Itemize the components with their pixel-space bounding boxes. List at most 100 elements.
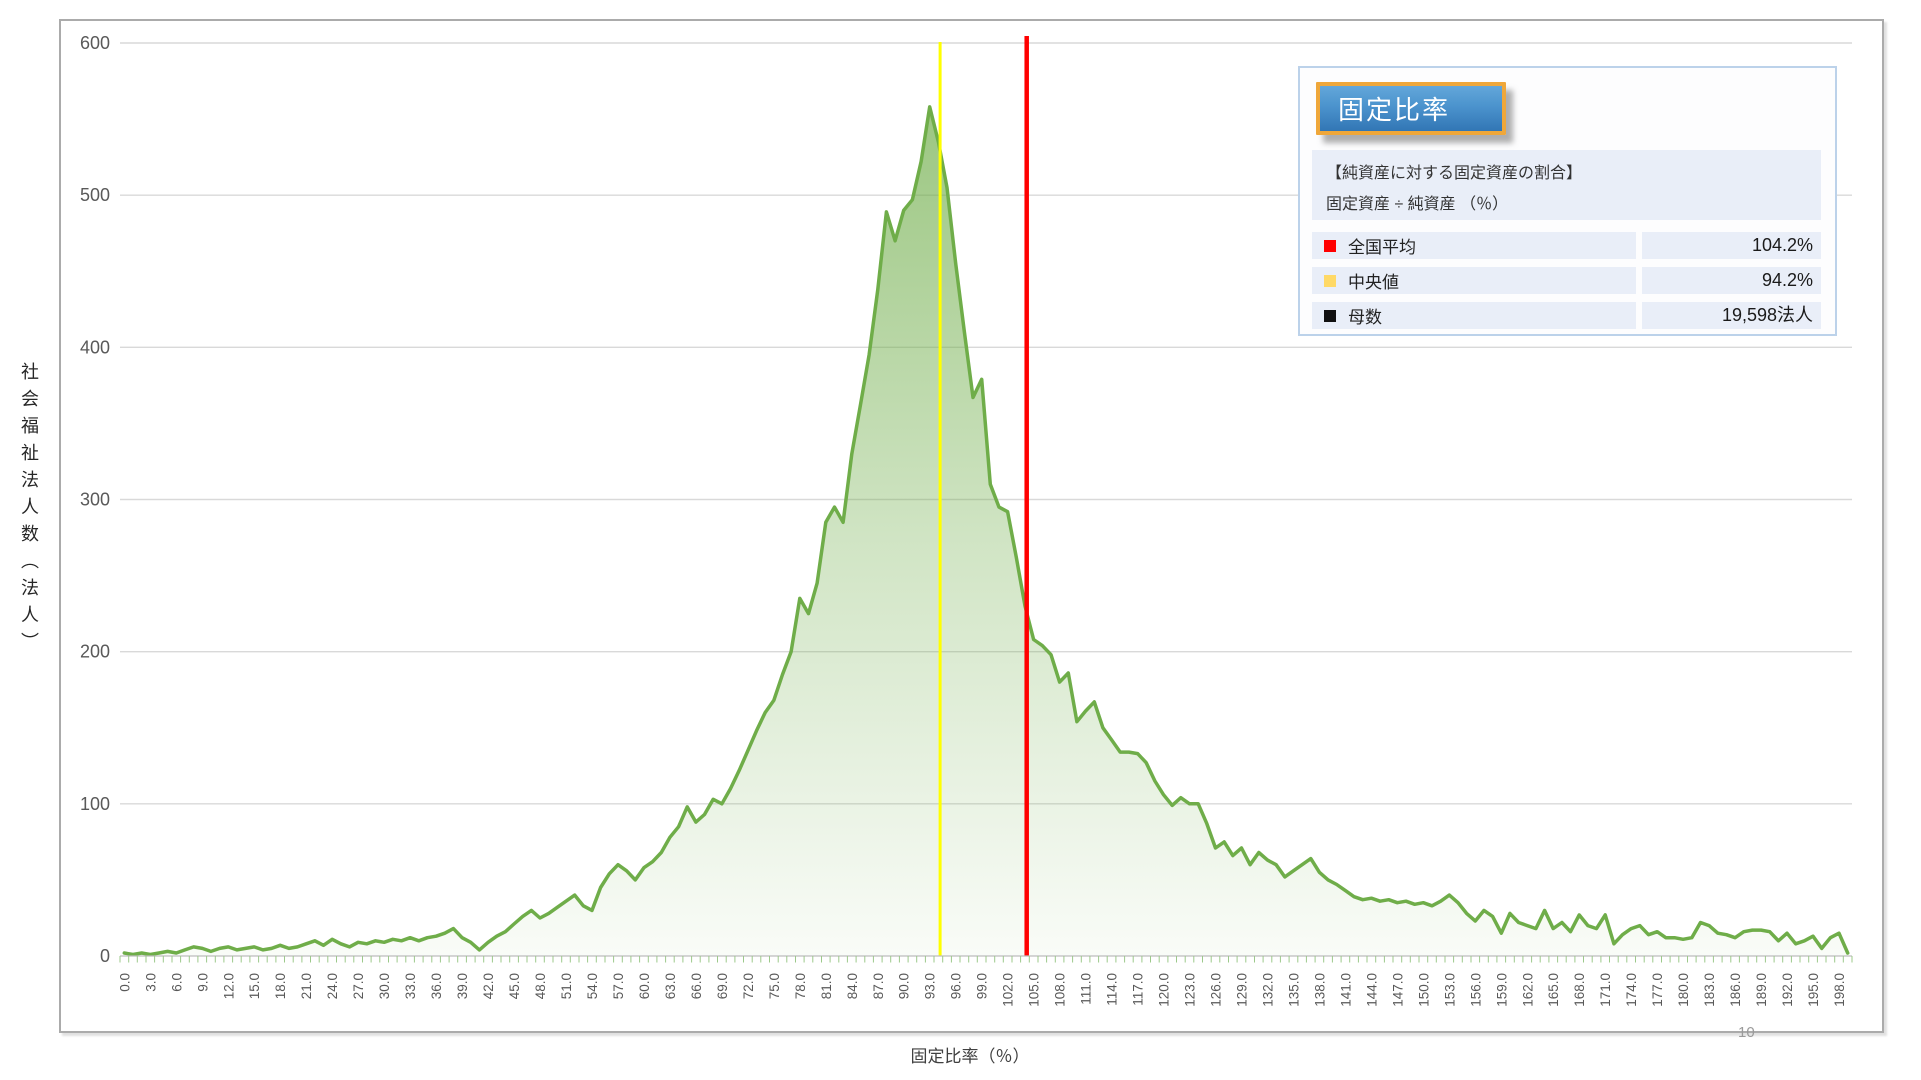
svg-text:144.0: 144.0 (1364, 973, 1379, 1007)
svg-text:153.0: 153.0 (1442, 973, 1457, 1007)
svg-text:30.0: 30.0 (377, 973, 392, 999)
svg-text:147.0: 147.0 (1390, 973, 1405, 1007)
panel-description-line2: 固定資産 ÷ 純資産 （％） (1326, 196, 1509, 213)
svg-text:400: 400 (80, 337, 110, 357)
stat-value: 104.2% (1642, 232, 1821, 259)
panel-stat-rows: 全国平均 104.2% 中央値 94.2% 母数 19,598法人 (1312, 232, 1821, 337)
gridlines (120, 42, 1852, 805)
svg-text:57.0: 57.0 (611, 973, 626, 999)
svg-text:600: 600 (80, 33, 110, 53)
svg-text:96.0: 96.0 (949, 973, 964, 999)
svg-text:129.0: 129.0 (1235, 973, 1250, 1007)
x-axis-ticks (119, 956, 1853, 963)
svg-text:100: 100 (80, 794, 110, 814)
svg-text:192.0: 192.0 (1780, 973, 1795, 1007)
mean-marker-icon (1324, 239, 1336, 252)
svg-text:66.0: 66.0 (689, 973, 704, 999)
svg-text:3.0: 3.0 (143, 973, 158, 992)
svg-text:102.0: 102.0 (1001, 973, 1016, 1007)
svg-text:87.0: 87.0 (871, 973, 886, 999)
svg-text:78.0: 78.0 (793, 973, 808, 999)
info-panel: 固定比率 【純資産に対する固定資産の割合】 固定資産 ÷ 純資産 （％） 全国平… (1298, 66, 1837, 336)
svg-text:174.0: 174.0 (1624, 973, 1639, 1007)
svg-text:177.0: 177.0 (1650, 973, 1665, 1007)
svg-text:171.0: 171.0 (1598, 973, 1613, 1007)
svg-text:186.0: 186.0 (1728, 973, 1743, 1007)
svg-text:81.0: 81.0 (819, 973, 834, 999)
svg-text:180.0: 180.0 (1676, 973, 1691, 1007)
svg-text:54.0: 54.0 (585, 973, 600, 999)
svg-text:165.0: 165.0 (1546, 973, 1561, 1007)
svg-text:105.0: 105.0 (1027, 973, 1042, 1007)
x-axis-title: 固定比率（％） (910, 1047, 1030, 1066)
svg-text:500: 500 (80, 185, 110, 205)
svg-text:162.0: 162.0 (1520, 973, 1535, 1007)
svg-text:12.0: 12.0 (221, 973, 236, 999)
population-marker-icon (1324, 309, 1336, 322)
stat-value: 19,598法人 (1642, 302, 1821, 329)
svg-text:123.0: 123.0 (1183, 973, 1198, 1007)
svg-text:60.0: 60.0 (637, 973, 652, 999)
svg-text:159.0: 159.0 (1494, 973, 1509, 1007)
svg-text:132.0: 132.0 (1261, 973, 1276, 1007)
svg-text:42.0: 42.0 (481, 973, 496, 999)
svg-text:0: 0 (100, 946, 110, 966)
svg-text:75.0: 75.0 (767, 973, 782, 999)
svg-text:24.0: 24.0 (325, 973, 340, 999)
panel-description: 【純資産に対する固定資産の割合】 固定資産 ÷ 純資産 （％） (1312, 150, 1821, 220)
svg-text:15.0: 15.0 (247, 973, 262, 999)
panel-description-line1: 【純資産に対する固定資産の割合】 (1326, 165, 1583, 182)
stat-row-mean: 全国平均 104.2% (1312, 232, 1821, 259)
svg-text:135.0: 135.0 (1286, 973, 1301, 1007)
svg-text:99.0: 99.0 (975, 973, 990, 999)
x-axis-labels: 0.0 3.0 6.0 9.0 12.0 15.0 18.0 21.0 24.0 27.0 30.0… (117, 973, 1847, 1007)
svg-text:90.0: 90.0 (897, 973, 912, 999)
svg-text:108.0: 108.0 (1053, 973, 1068, 1007)
svg-text:18.0: 18.0 (273, 973, 288, 999)
svg-text:117.0: 117.0 (1131, 973, 1146, 1006)
svg-text:195.0: 195.0 (1806, 973, 1821, 1007)
svg-text:84.0: 84.0 (845, 973, 860, 999)
median-marker-icon (1324, 274, 1336, 287)
stat-label: 全国平均 (1348, 238, 1416, 257)
svg-text:51.0: 51.0 (559, 973, 574, 999)
svg-text:168.0: 168.0 (1572, 973, 1587, 1007)
svg-text:183.0: 183.0 (1702, 973, 1717, 1007)
svg-text:21.0: 21.0 (299, 973, 314, 999)
svg-text:39.0: 39.0 (455, 973, 470, 999)
page-number: 10 (1738, 1024, 1755, 1041)
svg-text:6.0: 6.0 (169, 973, 184, 992)
svg-text:0.0: 0.0 (117, 973, 132, 992)
svg-text:48.0: 48.0 (533, 973, 548, 999)
svg-text:114.0: 114.0 (1105, 973, 1120, 1006)
svg-text:138.0: 138.0 (1312, 973, 1327, 1007)
y-axis-labels: 0 100 200 300 400 500 600 (80, 33, 110, 966)
svg-text:63.0: 63.0 (663, 973, 678, 999)
svg-text:200: 200 (80, 642, 110, 662)
panel-title-button: 固定比率 (1316, 82, 1506, 135)
svg-text:120.0: 120.0 (1157, 973, 1172, 1007)
svg-text:45.0: 45.0 (507, 973, 522, 999)
svg-text:69.0: 69.0 (715, 973, 730, 999)
stat-label: 中央値 (1348, 273, 1399, 292)
distribution-line (122, 105, 1850, 957)
svg-text:156.0: 156.0 (1468, 973, 1483, 1007)
svg-text:9.0: 9.0 (195, 973, 210, 992)
svg-text:189.0: 189.0 (1754, 973, 1769, 1007)
svg-text:27.0: 27.0 (351, 973, 366, 999)
svg-text:72.0: 72.0 (741, 973, 756, 999)
svg-text:36.0: 36.0 (429, 973, 444, 999)
stat-value: 94.2% (1642, 267, 1821, 294)
svg-text:111.0: 111.0 (1079, 973, 1094, 1005)
svg-text:93.0: 93.0 (923, 973, 938, 999)
svg-text:33.0: 33.0 (403, 973, 418, 999)
stat-row-median: 中央値 94.2% (1312, 267, 1821, 294)
y-axis-title: 社会福祉法人数（法人） (19, 362, 39, 659)
svg-text:198.0: 198.0 (1832, 973, 1847, 1007)
svg-text:141.0: 141.0 (1338, 973, 1353, 1007)
svg-text:300: 300 (80, 490, 110, 510)
distribution-area (124, 106, 1848, 956)
svg-text:150.0: 150.0 (1416, 973, 1431, 1007)
stat-row-population: 母数 19,598法人 (1312, 302, 1821, 329)
